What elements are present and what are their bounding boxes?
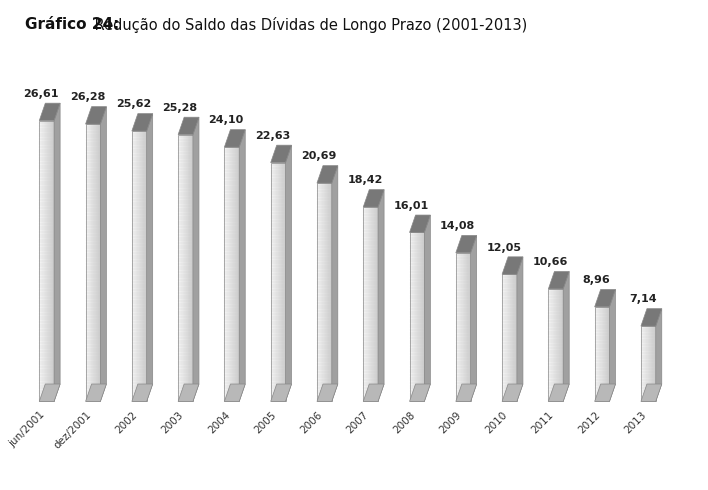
Polygon shape [178, 384, 199, 401]
Bar [224, 147, 239, 401]
Polygon shape [147, 114, 153, 401]
Polygon shape [332, 166, 338, 401]
Bar [132, 131, 147, 401]
Polygon shape [424, 215, 430, 401]
Polygon shape [224, 384, 245, 401]
Polygon shape [317, 166, 338, 183]
Polygon shape [270, 145, 292, 163]
Polygon shape [101, 107, 106, 401]
Polygon shape [595, 384, 615, 401]
Polygon shape [641, 384, 662, 401]
Text: 25,62: 25,62 [116, 99, 152, 109]
Polygon shape [270, 384, 292, 401]
Polygon shape [378, 190, 384, 401]
Bar [549, 289, 563, 401]
Text: 25,28: 25,28 [162, 103, 198, 113]
Polygon shape [641, 309, 662, 326]
Polygon shape [132, 384, 153, 401]
Bar [595, 307, 610, 401]
Polygon shape [239, 130, 245, 401]
Bar [363, 207, 378, 401]
Polygon shape [39, 103, 60, 121]
Polygon shape [549, 271, 569, 289]
Polygon shape [317, 384, 338, 401]
Text: 24,10: 24,10 [209, 116, 244, 125]
Polygon shape [54, 103, 60, 401]
Bar [178, 135, 193, 401]
Polygon shape [456, 235, 476, 253]
Polygon shape [595, 290, 615, 307]
Polygon shape [363, 190, 384, 207]
Polygon shape [86, 107, 106, 124]
Polygon shape [285, 145, 292, 401]
Text: 26,61: 26,61 [23, 89, 59, 99]
Polygon shape [517, 257, 523, 401]
Text: 10,66: 10,66 [532, 257, 568, 267]
Polygon shape [178, 117, 199, 135]
Polygon shape [132, 114, 153, 131]
Polygon shape [549, 384, 569, 401]
Bar [317, 183, 332, 401]
Bar [39, 121, 54, 401]
Text: 26,28: 26,28 [69, 93, 105, 102]
Polygon shape [193, 117, 199, 401]
Bar [86, 124, 101, 401]
Bar [409, 232, 424, 401]
Text: 7,14: 7,14 [629, 294, 656, 304]
Polygon shape [656, 309, 662, 401]
Bar [502, 274, 517, 401]
Text: 8,96: 8,96 [583, 275, 610, 285]
Text: 18,42: 18,42 [348, 175, 383, 185]
Text: Gráfico 24:: Gráfico 24: [25, 17, 119, 32]
Text: 20,69: 20,69 [301, 151, 336, 161]
Polygon shape [563, 271, 569, 401]
Polygon shape [502, 384, 523, 401]
Polygon shape [86, 384, 106, 401]
Polygon shape [610, 290, 615, 401]
Polygon shape [502, 257, 523, 274]
Bar [641, 326, 656, 401]
Text: 16,01: 16,01 [394, 201, 429, 211]
Text: Redução do Saldo das Dívidas de Longo Prazo (2001-2013): Redução do Saldo das Dívidas de Longo Pr… [90, 17, 527, 33]
Text: 22,63: 22,63 [255, 131, 290, 141]
Bar [270, 163, 285, 401]
Polygon shape [456, 384, 476, 401]
Text: 12,05: 12,05 [486, 243, 521, 253]
Bar [456, 253, 471, 401]
Polygon shape [39, 384, 60, 401]
Polygon shape [471, 235, 476, 401]
Polygon shape [224, 130, 245, 147]
Polygon shape [409, 384, 430, 401]
Polygon shape [409, 215, 430, 232]
Text: 14,08: 14,08 [440, 221, 475, 231]
Polygon shape [363, 384, 384, 401]
